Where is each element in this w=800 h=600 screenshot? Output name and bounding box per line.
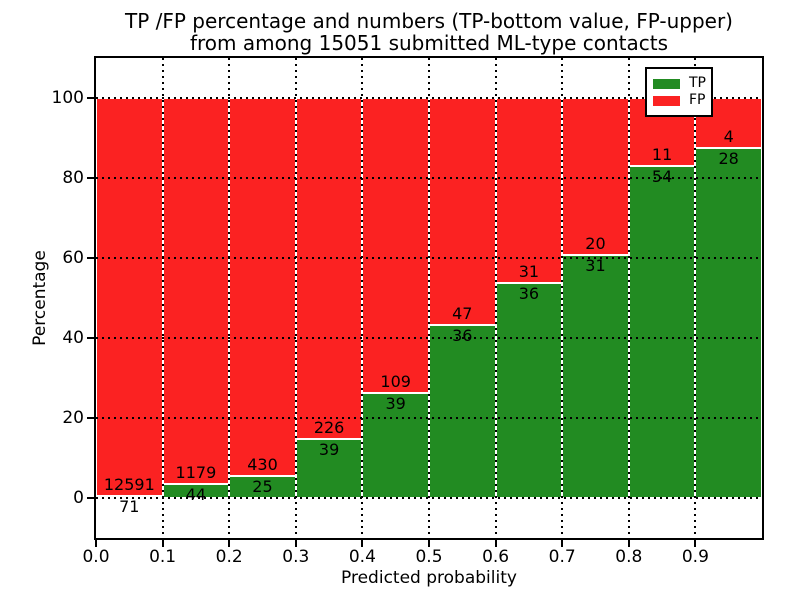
y-tick xyxy=(87,177,94,179)
legend-item: FP xyxy=(653,92,706,108)
chart-title: TP /FP percentage and numbers (TP-bottom… xyxy=(96,10,762,54)
bar-tp-segment xyxy=(429,324,496,498)
x-gridline xyxy=(228,58,231,538)
x-tick xyxy=(161,540,164,547)
tp-count-label: 36 xyxy=(518,284,540,304)
bar-fp-segment xyxy=(162,98,230,484)
plot-area: 12591 71 1179 44 430 25 226 39 109 39 47 36 31 36 20 31… xyxy=(96,58,762,538)
legend-item: TP xyxy=(653,75,706,91)
y-tick-label: 100 xyxy=(51,88,84,108)
tp-count-label: 25 xyxy=(252,477,273,497)
fp-count-label: 1179 xyxy=(175,462,217,482)
x-tick xyxy=(95,540,97,547)
tp-count-label: 71 xyxy=(119,496,140,516)
y-tick-label: 40 xyxy=(62,328,84,348)
fp-count-label: 11 xyxy=(651,144,673,164)
y-tick-label: 20 xyxy=(62,408,84,428)
fp-count-label: 31 xyxy=(518,262,540,282)
tp-count-label: 31 xyxy=(585,255,606,275)
fp-count-label: 109 xyxy=(380,371,411,391)
tp-count-label: 36 xyxy=(452,325,473,345)
chart-title-line1: TP /FP percentage and numbers (TP-bottom… xyxy=(125,9,733,33)
x-tick xyxy=(494,540,497,547)
bar-tp-segment xyxy=(495,283,563,498)
y-tick-label: 0 xyxy=(73,488,84,508)
x-tick-label: 0.2 xyxy=(215,547,243,567)
bar-fp-segment xyxy=(362,98,429,393)
y-tick xyxy=(87,97,94,99)
x-gridline xyxy=(627,58,630,538)
x-tick xyxy=(561,540,564,547)
bar-fp-segment xyxy=(562,98,629,255)
bar-fp-segment xyxy=(96,98,163,496)
tp-count-label: 39 xyxy=(318,440,340,460)
x-gridline xyxy=(694,58,697,538)
bar-tp-segment xyxy=(562,254,629,498)
chart-title-line2: from among 15051 submitted ML-type conta… xyxy=(189,31,669,55)
y-tick xyxy=(87,257,94,259)
y-tick xyxy=(87,337,94,339)
bar-fp-segment xyxy=(295,98,363,440)
y-tick-label: 60 xyxy=(62,248,84,268)
fp-count-label: 20 xyxy=(585,233,606,253)
y-tick xyxy=(87,417,94,419)
fp-count-label: 430 xyxy=(247,455,278,475)
x-gridline xyxy=(494,58,497,538)
y-tick xyxy=(87,497,94,499)
y-axis-label: Percentage xyxy=(30,250,50,346)
bar-tp-segment xyxy=(628,165,696,498)
x-tick-label: 0.1 xyxy=(149,547,177,567)
x-tick-label: 0.8 xyxy=(615,547,643,567)
x-gridline xyxy=(561,58,564,538)
bar-tp-segment xyxy=(362,392,429,498)
x-gridline xyxy=(161,58,164,538)
x-tick-label: 0.0 xyxy=(82,547,110,567)
x-tick-label: 0.6 xyxy=(482,547,510,567)
legend-label-tp: TP xyxy=(689,75,706,91)
x-tick-label: 0.4 xyxy=(348,547,376,567)
legend: TP FP xyxy=(645,67,713,117)
fp-count-label: 12591 xyxy=(103,474,155,494)
x-tick xyxy=(694,540,697,547)
x-gridline xyxy=(361,58,364,538)
x-tick xyxy=(627,540,630,547)
x-gridline xyxy=(294,58,297,538)
tp-count-label: 28 xyxy=(718,149,739,168)
bar-fp-segment xyxy=(495,98,563,284)
legend-swatch-tp xyxy=(653,78,680,89)
x-axis-label: Predicted probability xyxy=(341,568,517,588)
bar-fp-segment xyxy=(429,98,496,325)
x-tick-label: 0.3 xyxy=(282,547,310,567)
y-tick-label: 80 xyxy=(62,168,84,188)
tp-count-label: 39 xyxy=(385,393,406,413)
fp-count-label: 226 xyxy=(313,418,345,438)
x-tick-label: 0.9 xyxy=(681,547,709,567)
x-tick xyxy=(361,540,364,547)
x-gridline xyxy=(428,58,430,538)
x-tick-label: 0.7 xyxy=(548,547,576,567)
x-tick xyxy=(294,540,297,547)
bar-fp-segment xyxy=(229,98,296,477)
x-tick-label: 0.5 xyxy=(415,547,443,567)
fp-count-label: 47 xyxy=(452,303,473,323)
legend-label-fp: FP xyxy=(689,92,706,108)
fp-count-label: 4 xyxy=(723,127,734,146)
bar-tp-segment xyxy=(695,148,762,498)
x-tick xyxy=(428,540,430,547)
x-tick xyxy=(228,540,231,547)
tp-count-label: 54 xyxy=(651,166,673,186)
tp-count-label: 44 xyxy=(185,484,207,504)
legend-swatch-fp xyxy=(653,95,680,106)
